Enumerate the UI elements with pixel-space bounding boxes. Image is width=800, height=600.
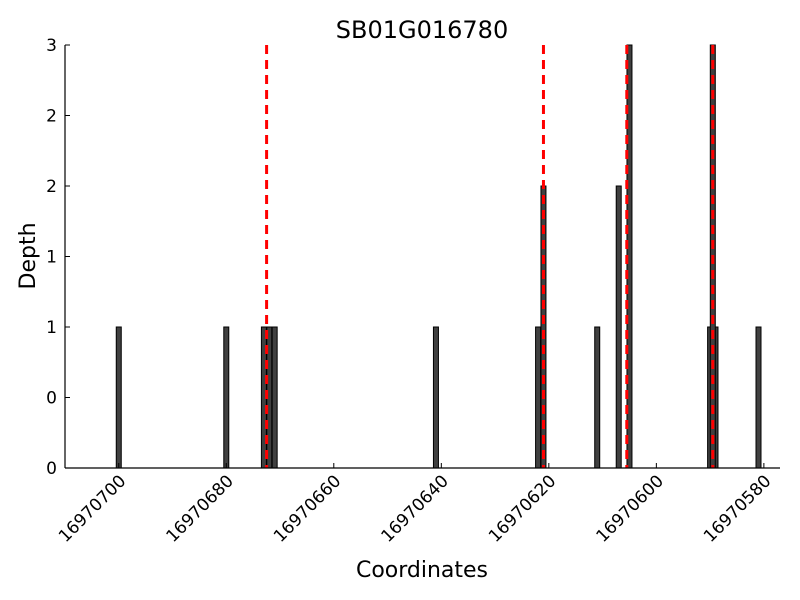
bar	[223, 326, 230, 469]
y-tick-label: 1	[46, 248, 57, 268]
y-tick-label: 3	[46, 36, 57, 56]
plot-area	[115, 44, 762, 469]
y-tick-label: 0	[46, 459, 57, 479]
y-tick-label: 2	[46, 107, 57, 127]
axes: 0 0 1 1 2 2 3 16970700 16970680 16970660 16970640 1…	[46, 36, 780, 547]
chart-title: SB01G016780	[336, 16, 508, 44]
y-tick-label: 2	[46, 177, 57, 197]
bar	[115, 326, 122, 469]
x-tick-label: 16970620	[485, 471, 560, 546]
bar	[755, 326, 762, 469]
y-tick-label: 1	[46, 318, 57, 338]
x-tick-label: 16970600	[593, 471, 668, 546]
y-axis-label: Depth	[16, 222, 41, 289]
x-tick-label: 16970680	[162, 471, 237, 546]
bar	[594, 326, 601, 469]
x-tick-label: 16970700	[55, 471, 130, 546]
bar	[615, 185, 622, 469]
bar	[271, 326, 278, 469]
bar	[432, 326, 439, 469]
x-tick-label: 16970660	[270, 471, 345, 546]
x-tick-label: 16970640	[378, 471, 453, 546]
bar	[535, 326, 542, 469]
y-tick-label: 0	[46, 389, 57, 409]
x-tick-label: 16970580	[700, 471, 775, 546]
x-axis-label: Coordinates	[356, 558, 488, 583]
reference-lines	[265, 45, 715, 468]
